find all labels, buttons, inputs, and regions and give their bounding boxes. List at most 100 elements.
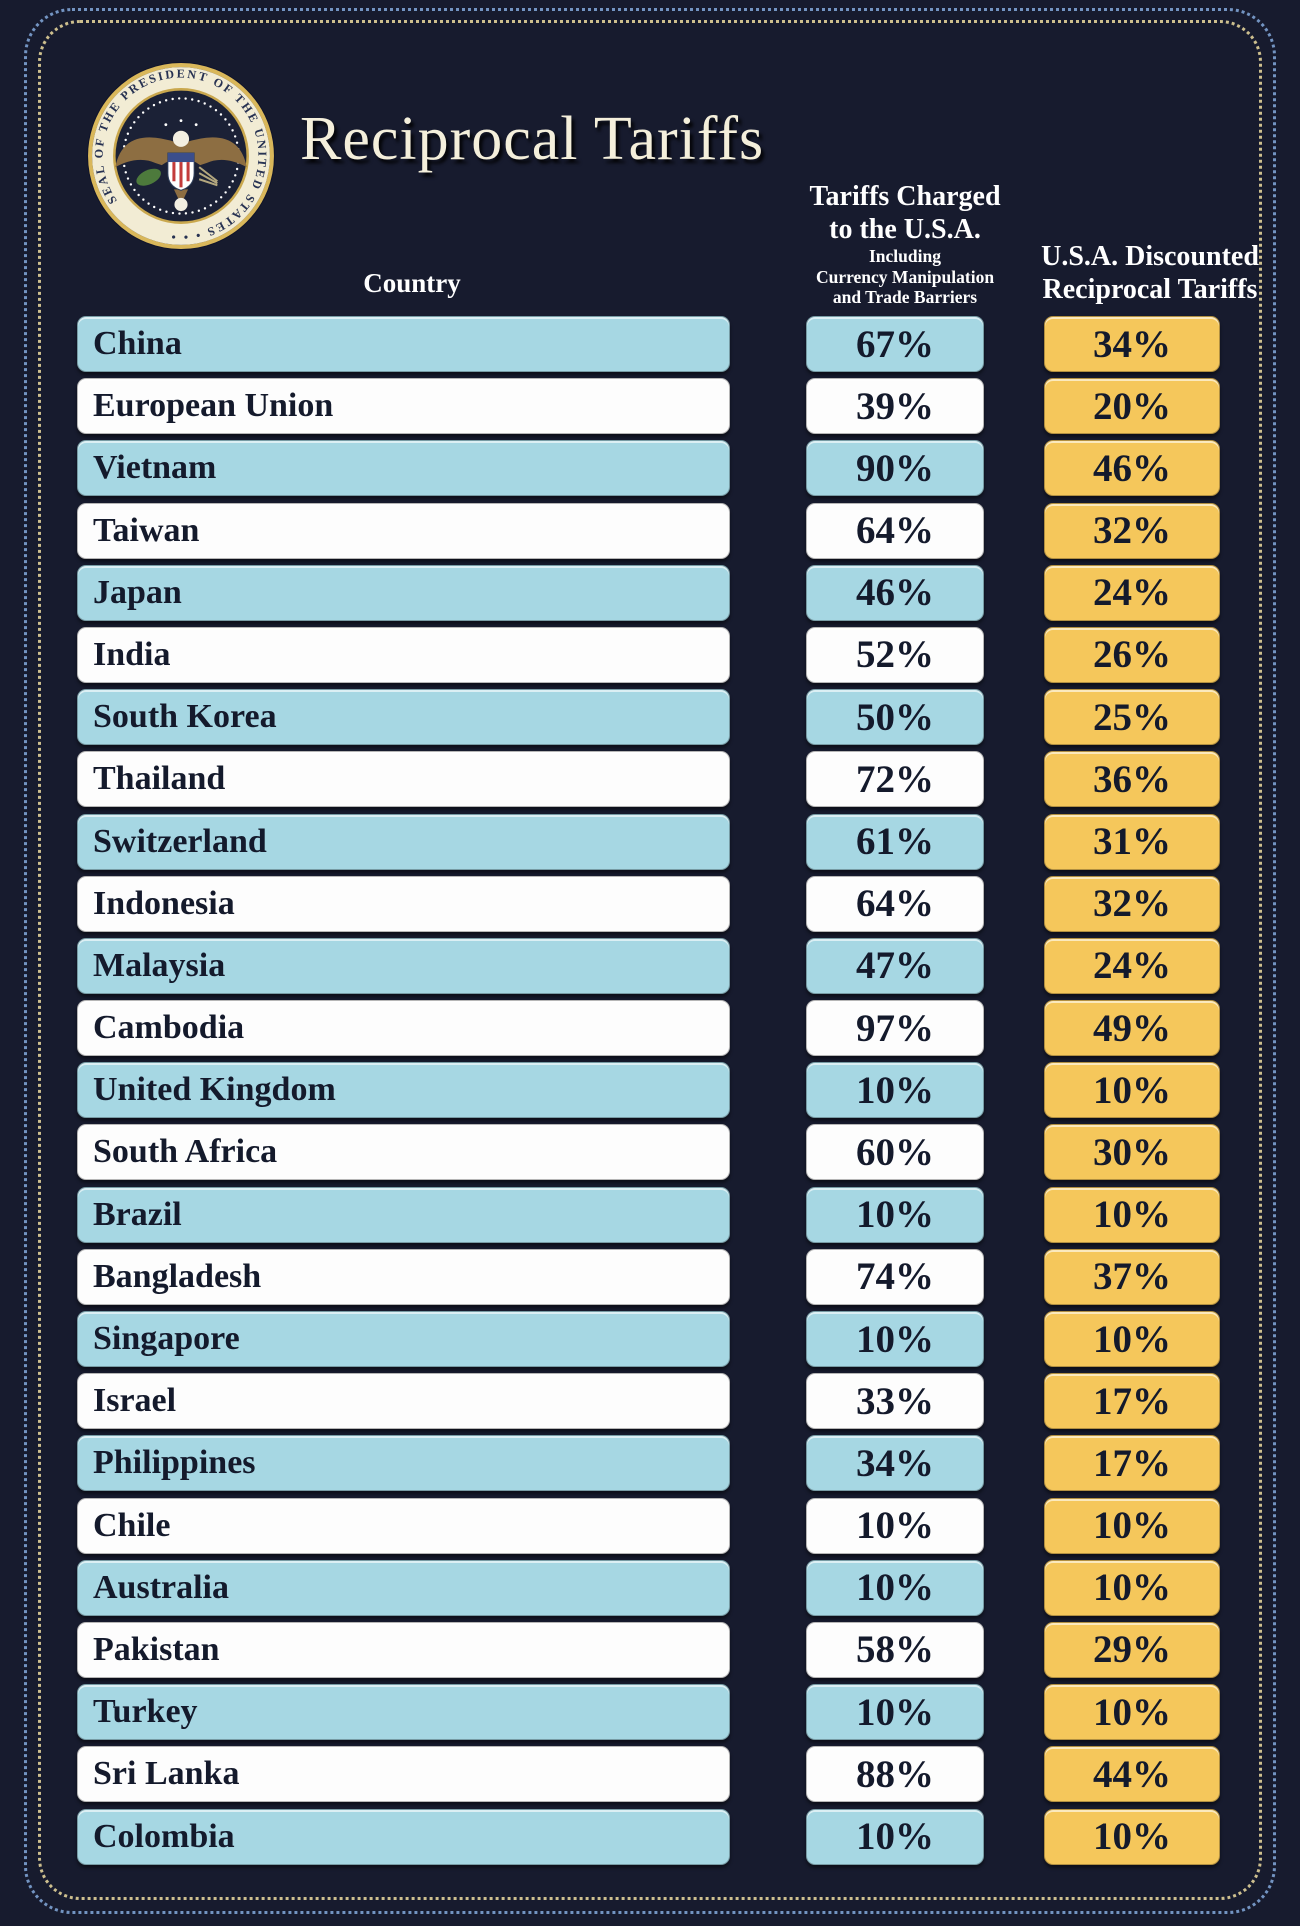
- country-cell: Japan: [77, 564, 730, 621]
- tariff-charged-cell: 90%: [806, 440, 984, 497]
- table-row: Vietnam 90% 46%: [0, 440, 1300, 497]
- charged-header-sub3: and Trade Barriers: [832, 287, 978, 307]
- country-cell: European Union: [77, 378, 730, 435]
- discounted-tariff-cell: 24%: [1044, 564, 1220, 621]
- tariff-charged-cell: 64%: [806, 502, 984, 559]
- discounted-tariff-cell: 10%: [1044, 1311, 1220, 1367]
- eagle-icon: [115, 119, 247, 212]
- table-row: Bangladesh 74% 37%: [0, 1248, 1300, 1305]
- page-title: Reciprocal Tariffs: [300, 105, 765, 173]
- table-row: Switzerland 61% 31%: [0, 813, 1300, 870]
- tariff-charged-cell: 72%: [806, 751, 984, 808]
- table-row: Chile 10% 10%: [0, 1497, 1300, 1554]
- table-row: South Korea 50% 25%: [0, 689, 1300, 746]
- tariff-charged-cell: 39%: [806, 378, 984, 435]
- country-cell: Israel: [77, 1373, 730, 1430]
- column-header-country: Country: [363, 268, 461, 298]
- table-row: Indonesia 64% 32%: [0, 875, 1300, 932]
- discounted-tariff-cell: 44%: [1044, 1746, 1220, 1803]
- discounted-tariff-cell: 32%: [1044, 875, 1220, 932]
- tariff-charged-cell: 52%: [806, 626, 984, 683]
- country-cell: Singapore: [77, 1311, 730, 1367]
- tariff-charged-cell: 58%: [806, 1621, 984, 1678]
- table-row: Turkey 10% 10%: [0, 1684, 1300, 1741]
- table-row: European Union 39% 20%: [0, 378, 1300, 435]
- tariff-charged-cell: 46%: [806, 564, 984, 621]
- discounted-tariff-cell: 37%: [1044, 1248, 1220, 1305]
- tariff-charged-cell: 61%: [806, 813, 984, 870]
- country-cell: India: [77, 626, 730, 683]
- tariff-charged-cell: 97%: [806, 1000, 984, 1057]
- discounted-tariff-cell: 10%: [1044, 1684, 1220, 1741]
- country-cell: Taiwan: [77, 502, 730, 559]
- table-row: India 52% 26%: [0, 626, 1300, 683]
- country-cell: Australia: [77, 1559, 730, 1616]
- tariff-charged-cell: 10%: [806, 1186, 984, 1243]
- charged-header-sub1: Including: [869, 246, 941, 266]
- country-cell: Philippines: [77, 1435, 730, 1492]
- tariff-charged-cell: 10%: [806, 1684, 984, 1741]
- table-row: Singapore 10% 10%: [0, 1311, 1300, 1367]
- country-cell: Brazil: [77, 1186, 730, 1243]
- country-cell: Malaysia: [77, 937, 730, 994]
- discounted-tariff-cell: 10%: [1044, 1186, 1220, 1243]
- tariff-charged-cell: 10%: [806, 1062, 984, 1119]
- presidential-seal-icon: SEAL OF THE PRESIDENT OF THE UNITED STAT…: [87, 62, 275, 250]
- country-cell: South Korea: [77, 689, 730, 746]
- table-row: Philippines 34% 17%: [0, 1435, 1300, 1492]
- country-cell: Vietnam: [77, 440, 730, 497]
- table-row: Thailand 72% 36%: [0, 751, 1300, 808]
- discounted-tariff-cell: 25%: [1044, 689, 1220, 746]
- tariff-charged-cell: 64%: [806, 875, 984, 932]
- discounted-tariff-cell: 20%: [1044, 378, 1220, 435]
- table-row: Japan 46% 24%: [0, 564, 1300, 621]
- discounted-tariff-cell: 10%: [1044, 1559, 1220, 1616]
- column-header-tariffs-charged: Tariffs Charged to the U.S.A. Including …: [740, 180, 1070, 308]
- country-cell: Switzerland: [77, 813, 730, 870]
- discounted-tariff-cell: 24%: [1044, 937, 1220, 994]
- table-row: Australia 10% 10%: [0, 1559, 1300, 1616]
- country-cell: Cambodia: [77, 1000, 730, 1057]
- discounted-tariff-cell: 31%: [1044, 813, 1220, 870]
- discounted-tariff-cell: 26%: [1044, 626, 1220, 683]
- discounted-tariff-cell: 46%: [1044, 440, 1220, 497]
- tariff-charged-cell: 34%: [806, 1435, 984, 1492]
- country-cell: Pakistan: [77, 1621, 730, 1678]
- column-header-usa-discounted: U.S.A. Discounted Reciprocal Tariffs: [975, 240, 1300, 306]
- country-cell: Chile: [77, 1497, 730, 1554]
- tariff-charged-cell: 10%: [806, 1311, 984, 1367]
- tariff-charged-cell: 10%: [806, 1559, 984, 1616]
- table-row: Sri Lanka 88% 44%: [0, 1746, 1300, 1803]
- table-row: Cambodia 97% 49%: [0, 1000, 1300, 1057]
- table-row: Colombia 10% 10%: [0, 1808, 1300, 1865]
- table-row: Malaysia 47% 24%: [0, 937, 1300, 994]
- discounted-tariff-cell: 10%: [1044, 1808, 1220, 1865]
- discounted-tariff-cell: 17%: [1044, 1435, 1220, 1492]
- discounted-tariff-cell: 34%: [1044, 316, 1220, 372]
- discounted-header-line2: Reciprocal Tariffs: [1042, 274, 1258, 305]
- country-cell: United Kingdom: [77, 1062, 730, 1119]
- country-cell: Thailand: [77, 751, 730, 808]
- table-row: Taiwan 64% 32%: [0, 502, 1300, 559]
- discounted-tariff-cell: 36%: [1044, 751, 1220, 808]
- tariff-charged-cell: 74%: [806, 1248, 984, 1305]
- tariff-charged-cell: 10%: [806, 1808, 984, 1865]
- tariff-charged-cell: 88%: [806, 1746, 984, 1803]
- table-row: Israel 33% 17%: [0, 1373, 1300, 1430]
- table-body: China 67% 34% European Union 39% 20% Vietnam 90…: [0, 316, 1300, 1871]
- table-row: South Africa 60% 30%: [0, 1124, 1300, 1181]
- tariff-charged-cell: 67%: [806, 316, 984, 372]
- country-cell: South Africa: [77, 1124, 730, 1181]
- discounted-tariff-cell: 10%: [1044, 1497, 1220, 1554]
- table-row: Pakistan 58% 29%: [0, 1621, 1300, 1678]
- table-row: Brazil 10% 10%: [0, 1186, 1300, 1243]
- discounted-tariff-cell: 29%: [1044, 1621, 1220, 1678]
- country-cell: Bangladesh: [77, 1248, 730, 1305]
- tariff-charged-cell: 50%: [806, 689, 984, 746]
- tariff-charged-cell: 10%: [806, 1497, 984, 1554]
- discounted-tariff-cell: 49%: [1044, 1000, 1220, 1057]
- country-cell: Turkey: [77, 1684, 730, 1741]
- country-cell: Sri Lanka: [77, 1746, 730, 1803]
- discounted-tariff-cell: 32%: [1044, 502, 1220, 559]
